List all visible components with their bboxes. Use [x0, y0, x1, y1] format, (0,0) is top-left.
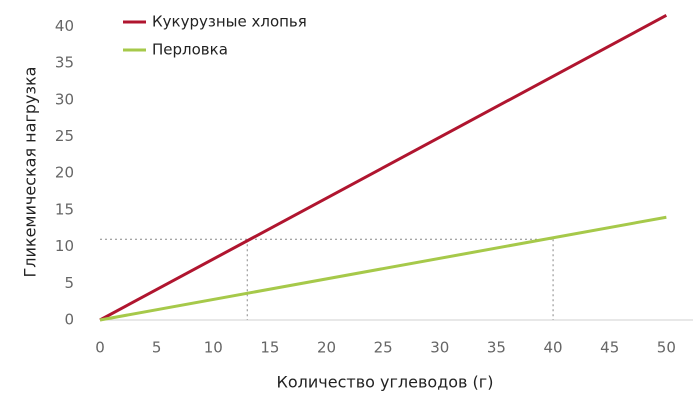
x-tick-label: 25 [374, 339, 393, 357]
x-tick-label: 30 [430, 339, 449, 357]
y-axis-label: Гликемическая нагрузка [21, 67, 40, 278]
y-tick-label: 20 [55, 164, 74, 182]
x-tick-label: 0 [95, 339, 105, 357]
y-tick-label: 40 [55, 17, 74, 35]
x-tick-label: 15 [260, 339, 279, 357]
y-tick-label: 30 [55, 90, 74, 108]
y-tick-label: 0 [64, 311, 74, 329]
y-tick-label: 35 [55, 54, 74, 72]
x-tick-label: 20 [317, 339, 336, 357]
x-tick-label: 35 [487, 339, 506, 357]
y-tick-label: 5 [64, 274, 74, 292]
x-tick-label: 40 [544, 339, 563, 357]
legend-label: Перловка [152, 41, 228, 59]
legend-label: Кукурузные хлопья [152, 13, 307, 31]
x-tick-label: 50 [657, 339, 676, 357]
x-tick-label: 5 [152, 339, 162, 357]
series-line [99, 14, 668, 322]
x-axis-label: Количество углеводов (г) [277, 373, 494, 392]
series-line [99, 215, 667, 322]
y-tick-label: 10 [55, 237, 74, 255]
y-tick-label: 25 [55, 127, 74, 145]
y-tick-label: 15 [55, 200, 74, 218]
x-tick-label: 45 [600, 339, 619, 357]
x-tick-label: 10 [204, 339, 223, 357]
